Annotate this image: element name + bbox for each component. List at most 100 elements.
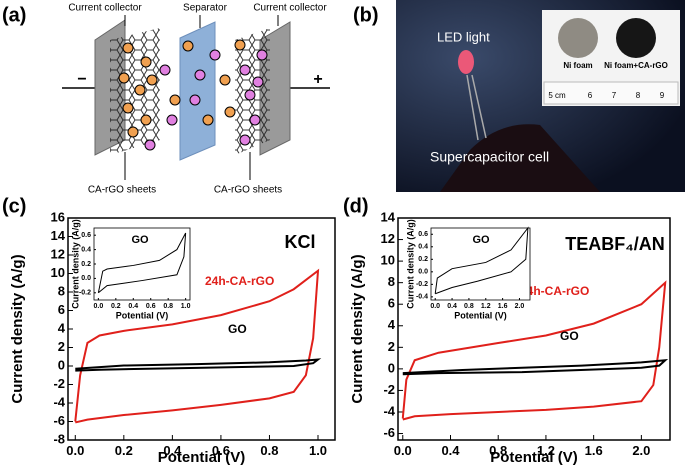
- panel-label: (b): [353, 4, 379, 26]
- cv-curve: [75, 358, 322, 372]
- x-tick-label: 1.2: [537, 443, 555, 458]
- y-tick-label: 0: [58, 357, 65, 372]
- y-tick-label: 8: [388, 274, 395, 289]
- x-tick-label: 0.0: [66, 443, 84, 458]
- series-label: GO: [228, 322, 247, 336]
- x-tick-label: 0.4: [128, 303, 138, 310]
- y-axis-label: Current density (A/g): [349, 254, 366, 403]
- y-tick-label: -0.2: [79, 290, 91, 297]
- label: CA-rGO sheets: [88, 185, 156, 196]
- series-label: 24h-CA-rGO: [520, 284, 589, 298]
- x-tick-label: 0.4: [163, 443, 182, 458]
- x-tick-label: 0.0: [394, 443, 412, 458]
- x-axis-label: Potential (V): [454, 310, 507, 320]
- y-tick-label: 6: [58, 302, 65, 317]
- x-tick-label: 2.0: [515, 303, 525, 310]
- terminal: +: [313, 71, 322, 88]
- plot-frame: [430, 227, 531, 301]
- cv-curve: [401, 280, 667, 421]
- ruler-label: 6: [588, 91, 593, 100]
- ruler-label: 7: [612, 91, 617, 100]
- label: Current collector: [253, 3, 327, 14]
- series-label: GO: [560, 329, 579, 343]
- y-tick-label: -4: [53, 394, 65, 409]
- label: Separator: [183, 3, 228, 14]
- y-tick-label: 10: [381, 253, 395, 268]
- x-tick-label: 0.6: [146, 303, 156, 310]
- cv-curve: [97, 232, 187, 294]
- y-tick-label: -6: [53, 413, 65, 428]
- x-axis-label: Potential (V): [116, 310, 169, 320]
- y-tick-label: 0: [388, 360, 395, 375]
- x-tick-label: 2.0: [632, 443, 650, 458]
- annotation: TEABF₄/AN: [565, 234, 665, 254]
- cv-curve: [402, 358, 669, 376]
- x-tick-label: 0.0: [430, 303, 440, 310]
- x-tick-label: 0.2: [111, 303, 121, 310]
- y-tick-label: 0.2: [81, 261, 91, 268]
- label: Ni foam+CA-rGO: [604, 61, 668, 70]
- x-tick-label: 0.8: [260, 443, 278, 458]
- x-tick-label: 0.4: [447, 303, 457, 310]
- label: Supercapacitor cell: [430, 149, 549, 165]
- ions: [118, 39, 268, 151]
- y-tick-label: 16: [51, 209, 65, 224]
- x-tick-label: 1.6: [585, 443, 603, 458]
- y-tick-label: -0.2: [416, 281, 428, 288]
- y-tick-label: -2: [383, 382, 395, 397]
- y-tick-label: 0.0: [418, 269, 428, 276]
- diagram: (a) Current collector Separator Current …: [2, 3, 330, 196]
- label: CA-rGO sheets: [214, 185, 282, 196]
- series-label: 24h-CA-rGO: [205, 274, 274, 288]
- terminal: −: [77, 71, 86, 88]
- annotation: KCl: [285, 232, 316, 252]
- ruler-label: 8: [636, 91, 641, 100]
- x-tick-label: 0.6: [212, 443, 230, 458]
- y-tick-label: 4: [388, 317, 396, 332]
- y-tick-label: 14: [381, 209, 396, 224]
- y-axis-label: Current density (A/g): [70, 219, 80, 309]
- y-tick-label: 0.0: [81, 275, 91, 282]
- x-axis-label: Potential (V): [490, 449, 578, 466]
- y-tick-label: 10: [51, 265, 65, 280]
- x-tick-label: 0.8: [464, 303, 474, 310]
- y-tick-label: 0.4: [81, 246, 91, 253]
- x-tick-label: 1.6: [498, 303, 508, 310]
- y-tick-label: -4: [383, 403, 395, 418]
- y-tick-label: 4: [58, 320, 66, 335]
- x-tick-label: 1.0: [309, 443, 327, 458]
- y-tick-label: -0.4: [416, 294, 428, 301]
- y-tick-label: 0.4: [418, 244, 428, 251]
- y-tick-label: 0.6: [81, 232, 91, 239]
- x-tick-label: 0.8: [489, 443, 507, 458]
- x-axis-label: Potential (V): [158, 449, 246, 466]
- y-tick-label: 8: [58, 283, 65, 298]
- y-axis-label: Current density (A/g): [9, 254, 26, 403]
- y-tick-label: 12: [51, 246, 65, 261]
- x-tick-label: 0.4: [441, 443, 460, 458]
- y-tick-label: 12: [381, 231, 395, 246]
- label: Current collector: [68, 3, 142, 14]
- x-tick-label: 0.2: [115, 443, 133, 458]
- separator: [179, 21, 216, 161]
- y-tick-label: -6: [383, 425, 395, 440]
- cv-curve: [74, 268, 320, 424]
- cv-curve: [434, 226, 529, 295]
- x-tick-label: 0.0: [93, 303, 103, 310]
- panel-label: (a): [2, 4, 26, 26]
- inset-title: GO: [472, 234, 490, 246]
- y-axis-label: Current density (A/g): [405, 219, 415, 309]
- y-tick-label: 0.2: [418, 256, 428, 263]
- y-tick-label: 0.6: [418, 231, 428, 238]
- photo: LED light Supercapacitor cell Ni foam Ni…: [353, 0, 685, 192]
- label: Ni foam: [563, 61, 592, 70]
- label: LED light: [437, 29, 490, 44]
- y-tick-label: 14: [51, 228, 66, 243]
- inset-title: GO: [131, 234, 149, 246]
- x-tick-label: 1.0: [181, 303, 191, 310]
- y-tick-label: 2: [388, 339, 395, 354]
- ruler-label: 9: [660, 91, 665, 100]
- panel-label: (d): [343, 195, 369, 217]
- ruler-label: 5 cm: [548, 91, 566, 100]
